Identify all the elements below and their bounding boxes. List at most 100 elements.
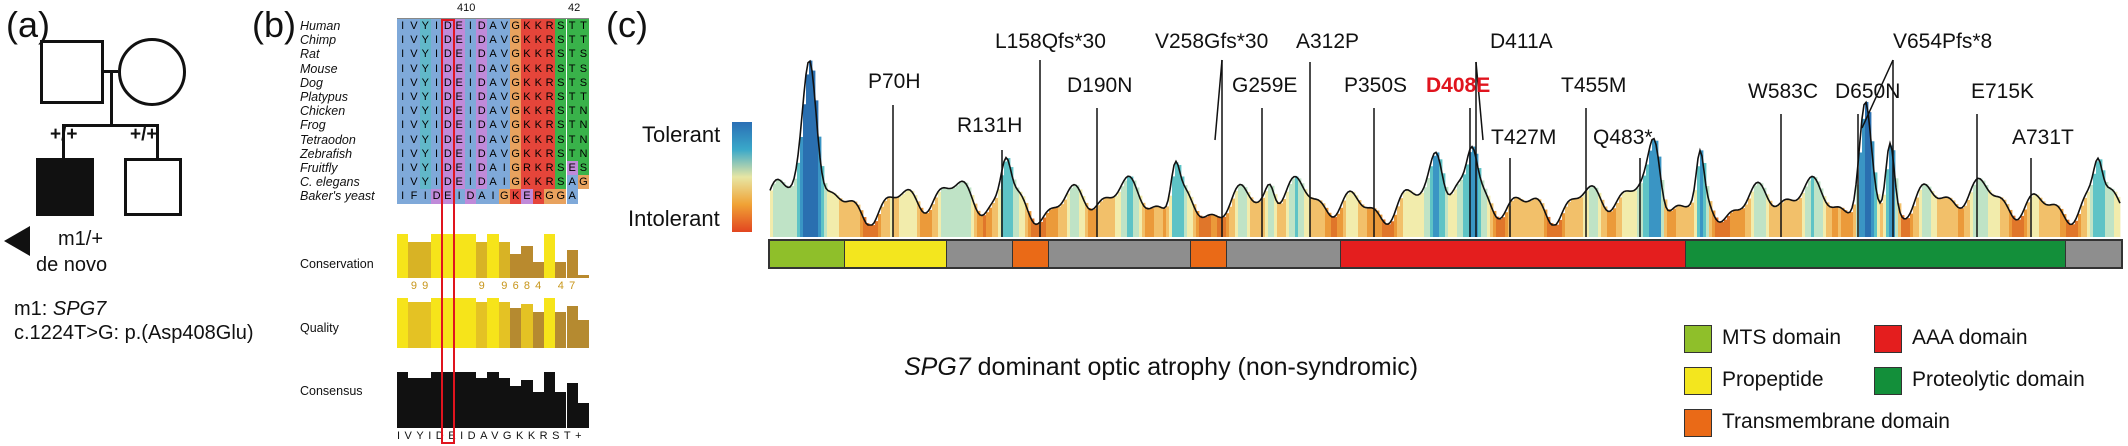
tolerance-column	[887, 197, 891, 237]
tolerance-column	[830, 191, 834, 237]
alignment-residue: V	[408, 47, 420, 62]
tolerance-column	[1325, 207, 1329, 237]
tolerance-column	[1088, 207, 1092, 237]
tolerance-column	[1433, 155, 1437, 237]
tolerance-column	[983, 215, 987, 237]
conservation-bar	[464, 234, 477, 278]
alignment-residue: Y	[419, 19, 431, 34]
tolerance-column	[1838, 206, 1842, 237]
alignment-residue: I	[430, 47, 443, 62]
alignment-residue: V	[498, 75, 510, 90]
alignment-residue: E	[521, 189, 533, 204]
alignment-residue: Y	[419, 175, 431, 190]
tolerance-column	[1337, 213, 1341, 237]
tolerance-column	[1202, 217, 1206, 237]
tolerance-column	[1616, 202, 1620, 237]
tolerance-column	[2105, 181, 2109, 237]
tolerance-column	[2048, 204, 2052, 237]
conservation-bar	[397, 234, 409, 278]
tolerance-column	[1175, 162, 1179, 237]
tolerance-column	[1163, 208, 1167, 237]
tolerance-column	[2000, 197, 2004, 237]
tolerance-column	[1070, 188, 1074, 237]
alignment-residue: K	[532, 47, 544, 62]
tolerance-column	[1118, 191, 1122, 237]
tolerance-column	[2111, 188, 2115, 237]
alignment-residue: V	[408, 61, 420, 76]
tolerance-column	[1169, 195, 1173, 237]
quality-bar	[464, 298, 477, 348]
tolerance-column	[1961, 208, 1965, 237]
tolerance-column	[1940, 198, 1944, 237]
tolerance-column	[1529, 201, 1533, 237]
tolerance-column	[1103, 198, 1107, 237]
alignment-residue: E	[453, 132, 465, 147]
consensus-bar	[487, 372, 499, 428]
tolerance-column	[1640, 183, 1644, 237]
tolerance-column	[2102, 170, 2106, 237]
alignment-residue: K	[532, 75, 544, 90]
tolerance-column	[1643, 175, 1647, 237]
tolerance-column	[1502, 217, 1506, 237]
tolerance-column	[1490, 203, 1494, 237]
tolerance-column	[1166, 206, 1170, 237]
alignment-residue: V	[408, 75, 420, 90]
tolerance-column	[1133, 180, 1137, 237]
tolerance-column	[947, 188, 951, 237]
alignment-residue: I	[419, 189, 431, 204]
alignment-residue: S	[555, 75, 567, 90]
tolerance-column	[1916, 197, 1920, 237]
quality-bar	[498, 302, 510, 348]
tolerance-column	[1403, 192, 1407, 237]
tolerance-column	[1589, 187, 1593, 237]
tolerance-column	[941, 188, 945, 237]
tolerance-column	[1613, 208, 1617, 237]
alignment-residue: D	[442, 104, 454, 119]
tolerance-column	[1505, 212, 1509, 237]
consensus-bar	[430, 372, 443, 428]
tolerance-column	[1970, 192, 1974, 237]
mutation-label: D190N	[1067, 74, 1133, 97]
tolerance-column	[989, 207, 993, 237]
alignment-residue: R	[543, 175, 556, 190]
tolerance-column	[1307, 194, 1311, 237]
alignment-residue: S	[577, 61, 590, 76]
tolerance-column	[770, 190, 774, 237]
tolerance-column	[1889, 145, 1893, 237]
tolerance-column	[2078, 213, 2082, 237]
tolerance-column	[1805, 186, 1809, 237]
tolerance-column	[1625, 191, 1629, 237]
tolerance-column	[1868, 112, 1872, 237]
tolerance-column	[2024, 209, 2028, 237]
conservation-bar	[487, 234, 499, 278]
alignment-residue: I	[430, 75, 443, 90]
alignment-residue: V	[408, 161, 420, 176]
tolerance-column	[1511, 200, 1515, 237]
panel-b-label: (b)	[252, 4, 296, 45]
tolerance-column	[1937, 197, 1941, 237]
domain-segment	[1226, 241, 1341, 267]
tolerance-column	[863, 217, 867, 237]
tolerance-column	[2084, 197, 2088, 237]
alignment-residue: I	[464, 161, 477, 176]
tolerance-column	[1409, 190, 1413, 237]
alignment-residue: G	[510, 132, 522, 147]
tolerance-column	[1553, 225, 1557, 237]
domain-segment	[1012, 241, 1049, 267]
tolerance-column	[1559, 219, 1563, 237]
alignment-residue: R	[521, 161, 533, 176]
tolerance-column	[854, 201, 858, 237]
tolerance-column	[1190, 196, 1194, 237]
tolerance-column	[1748, 198, 1752, 237]
alignment-residue: N	[577, 104, 590, 119]
alignment-residue: E	[453, 161, 465, 176]
tolerance-column	[1622, 193, 1626, 237]
tolerance-column	[1703, 162, 1707, 237]
alignment-residue: K	[521, 175, 533, 190]
consensus-bar	[476, 378, 488, 428]
alignment-residue: A	[566, 175, 578, 190]
alignment-residue: G	[510, 146, 522, 161]
tolerance-column	[1664, 199, 1668, 237]
alignment-residue: Y	[419, 75, 431, 90]
tolerance-column	[791, 185, 795, 237]
